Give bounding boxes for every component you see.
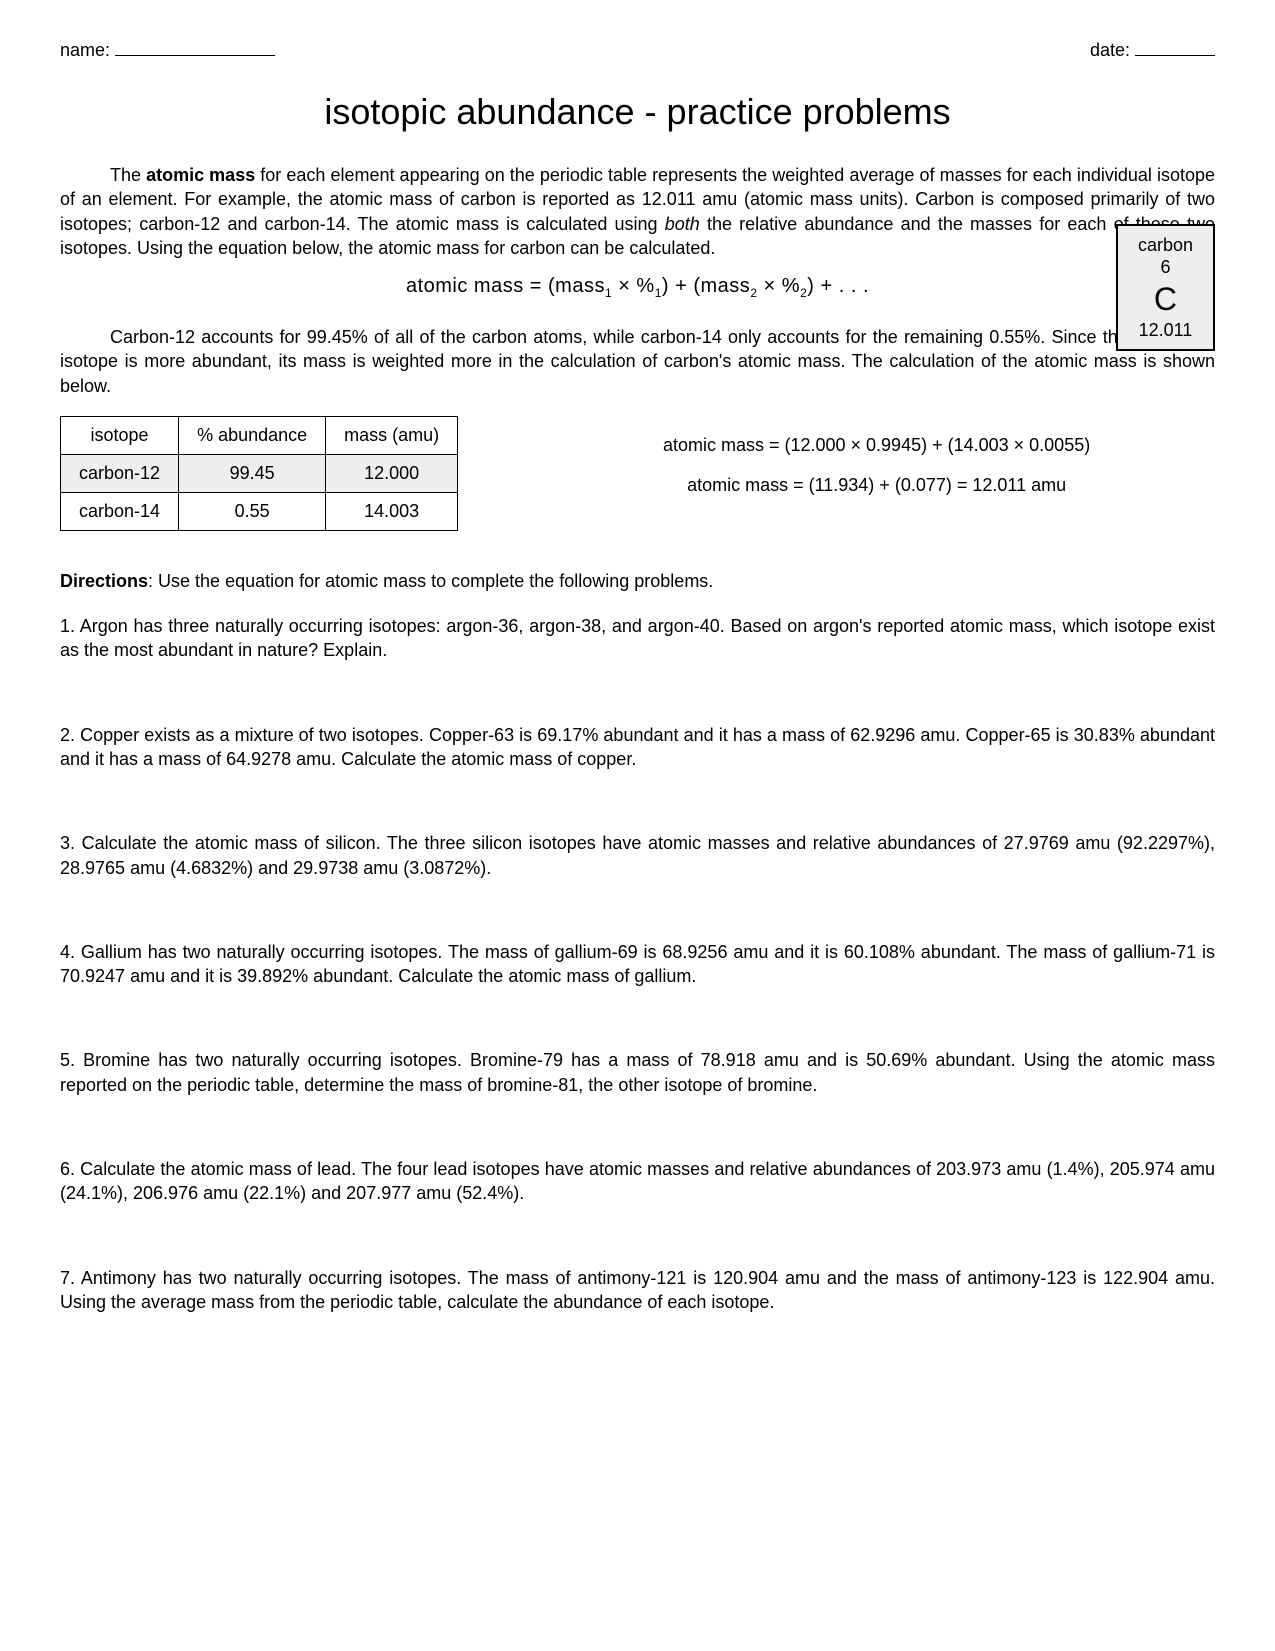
calculation-lines: atomic mass = (12.000 × 0.9945) + (14.00… [538,416,1215,505]
problem: 1. Argon has three naturally occurring i… [60,614,1215,663]
problem: 4. Gallium has two naturally occurring i… [60,940,1215,989]
paragraph-2: Carbon-12 accounts for 99.45% of all of … [60,325,1215,398]
problem: 2. Copper exists as a mixture of two iso… [60,723,1215,772]
problem: 6. Calculate the atomic mass of lead. Th… [60,1157,1215,1206]
problem: 5. Bromine has two naturally occurring i… [60,1048,1215,1097]
table-cell: 99.45 [179,455,326,493]
isotope-table: isotope% abundancemass (amu) carbon-1299… [60,416,458,531]
table-cell: 12.000 [326,455,458,493]
element-box: carbon 6 C 12.011 [1116,224,1215,352]
date-field: date: [1090,40,1215,61]
element-mass: 12.011 [1138,319,1193,342]
table-header-cell: isotope [61,417,179,455]
name-blank[interactable] [115,55,275,56]
directions: Directions: Use the equation for atomic … [60,571,1215,592]
element-name: carbon [1138,234,1193,257]
name-field: name: [60,40,275,61]
element-number: 6 [1138,256,1193,279]
table-cell: 0.55 [179,493,326,531]
calc-line: atomic mass = (12.000 × 0.9945) + (14.00… [538,426,1215,466]
table-cell: carbon-12 [61,455,179,493]
table-row: carbon-140.5514.003 [61,493,458,531]
problem: 3. Calculate the atomic mass of silicon.… [60,831,1215,880]
problems-list: 1. Argon has three naturally occurring i… [60,614,1215,1314]
element-symbol: C [1138,279,1193,319]
intro-paragraph: The atomic mass for each element appeari… [60,163,1215,260]
header-row: name: date: [60,40,1215,61]
calc-line: atomic mass = (11.934) + (0.077) = 12.01… [538,466,1215,506]
table-header-cell: mass (amu) [326,417,458,455]
table-row: carbon-1299.4512.000 [61,455,458,493]
table-cell: 14.003 [326,493,458,531]
table-calc-row: isotope% abundancemass (amu) carbon-1299… [60,416,1215,531]
date-blank[interactable] [1135,55,1215,56]
atomic-mass-equation: atomic mass = (mass1 × %1) + (mass2 × %2… [406,275,869,300]
problem: 7. Antimony has two naturally occurring … [60,1266,1215,1315]
table-header-cell: % abundance [179,417,326,455]
date-label: date: [1090,40,1130,60]
page-title: isotopic abundance - practice problems [60,91,1215,133]
name-label: name: [60,40,110,60]
table-header-row: isotope% abundancemass (amu) [61,417,458,455]
table-cell: carbon-14 [61,493,179,531]
equation-row: atomic mass = (mass1 × %1) + (mass2 × %2… [60,275,1215,300]
